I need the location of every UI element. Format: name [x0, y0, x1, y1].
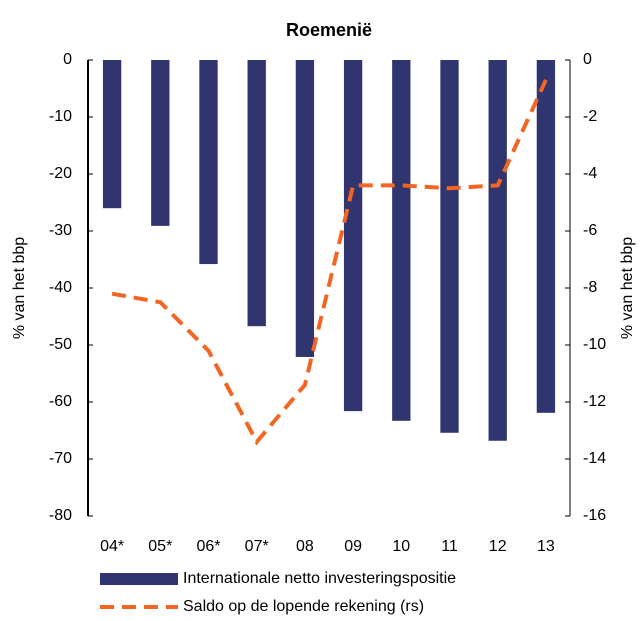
x-tick-label: 08: [296, 538, 314, 555]
y2-tick-label: -10: [583, 336, 606, 353]
y2-tick-label: -16: [583, 507, 606, 524]
bar: [536, 60, 556, 413]
y-tick-label: 0: [63, 51, 72, 68]
bar: [488, 60, 507, 441]
y2-axis-label: % van het bbp: [619, 237, 636, 339]
y2-tick-label: 0: [583, 51, 592, 68]
bar: [151, 60, 170, 226]
y-tick-label: -70: [49, 450, 72, 467]
y-tick-label: -80: [49, 507, 72, 524]
y2-tick-label: -4: [583, 165, 597, 182]
y-tick-label: -40: [49, 279, 72, 296]
y2-tick-label: -14: [583, 450, 606, 467]
y-axis-label: % van het bbp: [11, 237, 28, 339]
legend-label: Saldo op de lopende rekening (rs): [183, 598, 424, 615]
y2-tick-label: -2: [583, 108, 597, 125]
y-tick-label: -20: [49, 165, 72, 182]
bar: [295, 60, 315, 357]
y2-tick-label: -12: [583, 393, 606, 410]
x-tick-label: 06*: [196, 538, 220, 555]
chart-title: Roemenië: [286, 20, 372, 40]
x-tick-label: 13: [537, 538, 555, 555]
legend-swatch: [100, 573, 178, 585]
x-tick-label: 11: [441, 538, 458, 555]
x-tick-label: 09: [344, 538, 362, 555]
y-tick-label: -30: [49, 222, 72, 239]
y-tick-label: -10: [49, 108, 72, 125]
legend-label: Internationale netto investeringspositie: [183, 570, 456, 587]
bar: [440, 60, 459, 433]
y2-tick-label: -6: [583, 222, 597, 239]
y-tick-label: -60: [49, 393, 72, 410]
x-tick-label: 04*: [100, 538, 124, 555]
line: [111, 79, 548, 446]
y-tick-label: -50: [49, 336, 72, 353]
bar: [392, 60, 411, 421]
x-tick-label: 05*: [148, 538, 172, 555]
x-tick-label: 12: [489, 538, 507, 555]
y2-tick-label: -8: [583, 279, 597, 296]
bar: [199, 60, 218, 265]
bar: [247, 60, 266, 327]
bar: [102, 60, 122, 209]
bar: [343, 60, 363, 412]
x-tick-label: 10: [392, 538, 410, 555]
x-tick-label: 07*: [245, 538, 269, 555]
